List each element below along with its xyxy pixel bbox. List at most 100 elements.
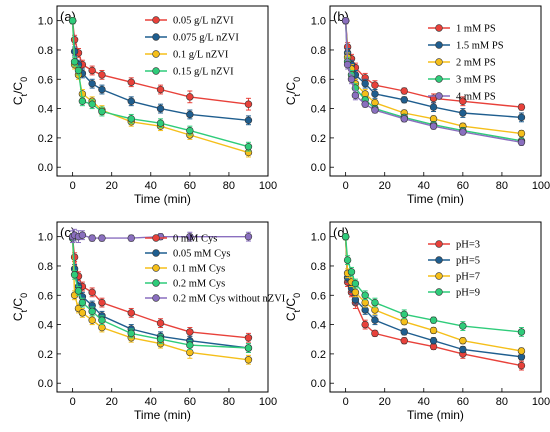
x-tick-label: 0: [70, 396, 76, 408]
data-point: [244, 232, 253, 241]
data-point: [400, 317, 408, 326]
data-point: [127, 115, 135, 123]
data-point: [343, 256, 352, 264]
legend-marker: [152, 249, 160, 257]
data-point: [98, 234, 106, 242]
data-point: [88, 234, 96, 242]
data-point: [127, 329, 135, 338]
data-point: [343, 60, 352, 69]
y-tick-label: 0.6: [38, 74, 53, 86]
data-point: [244, 356, 253, 364]
y-tick-label: 0.4: [311, 320, 326, 332]
y-tick-label: 0.4: [38, 320, 53, 332]
data-point: [361, 306, 369, 314]
data-point: [74, 66, 83, 75]
legend-label: 0.05 g/L nZVI: [173, 16, 234, 27]
data-point: [400, 328, 408, 336]
y-tick-label: 0.8: [311, 45, 326, 57]
series-0-2-mm-cys: [68, 233, 253, 353]
legend-marker: [152, 234, 160, 242]
data-point: [347, 75, 356, 83]
data-point: [186, 110, 194, 119]
y-tick-label: 0.8: [38, 45, 53, 57]
data-point: [517, 347, 526, 355]
data-point: [127, 97, 135, 105]
legend-label: pH=7: [456, 272, 480, 283]
data-point: [459, 322, 467, 330]
x-tick-label: 60: [457, 180, 469, 192]
data-point: [186, 232, 194, 241]
panel-d: 0 20 40 60 80 100 0.0 0.2 0.4 0.6 0.8 1.0 Time (min)…: [284, 221, 550, 422]
y-axis-title: Ct/C0: [11, 293, 29, 321]
legend-label: 0 mM Cys: [173, 234, 217, 245]
data-point: [88, 66, 96, 75]
x-axis-title: Time (min): [407, 408, 464, 422]
data-point: [400, 337, 408, 345]
plot-frame: [329, 221, 542, 393]
legend-marker: [152, 279, 160, 287]
legend-marker: [435, 272, 443, 280]
data-point: [156, 104, 165, 113]
data-point: [351, 295, 360, 304]
data-point: [244, 334, 253, 342]
series-line: [344, 236, 522, 333]
y-tick-label: 0.8: [311, 261, 326, 273]
legend-label: 0.2 mM Cys: [173, 279, 225, 290]
series-line: [344, 20, 522, 143]
data-point: [517, 103, 526, 111]
x-tick-label: 80: [496, 396, 508, 408]
series-line: [344, 20, 522, 142]
series-ph-9: [341, 232, 526, 337]
x-axis-title: Time (min): [134, 192, 191, 206]
x-tick-label: 60: [184, 396, 196, 408]
data-point: [517, 113, 526, 122]
data-point: [459, 337, 467, 345]
series-ph-5: [341, 232, 526, 361]
y-tick-label: 1.0: [311, 16, 326, 28]
legend-marker: [435, 41, 443, 49]
data-point: [70, 271, 79, 279]
legend-label: 2 mM PS: [456, 58, 496, 69]
y-tick-label: 0.4: [311, 104, 326, 116]
data-point: [351, 288, 360, 297]
legend-label: 1.5 mM PS: [456, 41, 504, 52]
x-tick-label: 100: [532, 396, 550, 408]
series-line: [71, 20, 249, 105]
x-tick-label: 80: [223, 396, 235, 408]
legend: 0 mM Cys 0.05 mM Cys 0.1 mM Cys 0.2 mM Cys 0…: [145, 234, 286, 305]
data-point: [459, 128, 467, 136]
data-point: [244, 142, 253, 151]
data-point: [517, 361, 526, 370]
data-point: [186, 328, 194, 336]
y-tick-label: 0.6: [311, 74, 326, 86]
data-point: [341, 232, 350, 241]
y-axis-title: Ct/C0: [11, 77, 29, 105]
y-tick-label: 0.2: [311, 133, 326, 145]
legend: 0.05 g/L nZVI 0.075 g/L nZVI 0.1 g/L nZVI 0…: [145, 16, 239, 78]
legend-label: 0.1 mM Cys: [173, 264, 225, 275]
legend-label: 0.075 g/L nZVI: [173, 33, 239, 44]
legend-label: pH=5: [456, 256, 480, 267]
x-tick-label: 20: [379, 396, 391, 408]
data-point: [98, 71, 106, 79]
x-tick-label: 80: [223, 180, 235, 192]
x-tick-label: 60: [457, 396, 469, 408]
legend-label: 0.2 mM Cys without nZVI: [173, 294, 286, 305]
data-point: [361, 291, 369, 299]
y-tick-label: 0.0: [38, 162, 53, 174]
x-tick-label: 100: [532, 180, 550, 192]
data-point: [371, 106, 379, 114]
series-0-2-mm-cys-without-nzvi: [68, 228, 253, 244]
x-tick-label: 40: [418, 396, 430, 408]
x-tick-label: 20: [106, 180, 118, 192]
data-point: [244, 116, 253, 125]
data-point: [347, 268, 356, 276]
data-point: [517, 328, 526, 336]
data-point: [74, 287, 83, 295]
legend-label: 0.1 g/L nZVI: [173, 50, 229, 61]
series-line: [71, 20, 249, 121]
data-point: [78, 309, 87, 317]
x-tick-label: 60: [184, 180, 196, 192]
legend-marker: [152, 33, 160, 41]
series-line: [71, 238, 249, 349]
